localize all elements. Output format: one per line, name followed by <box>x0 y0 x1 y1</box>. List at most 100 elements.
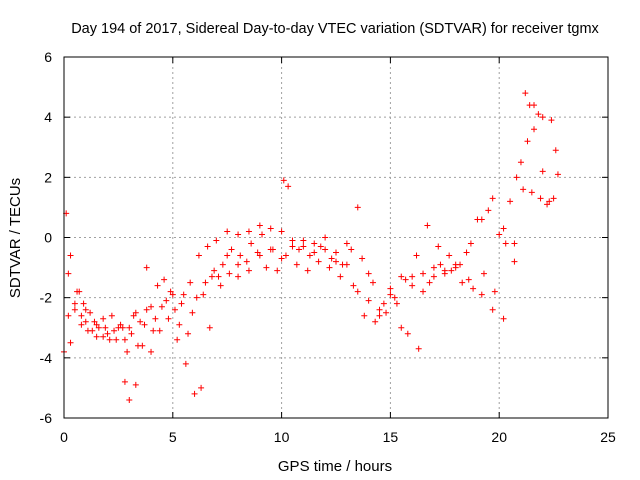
data-point <box>485 207 492 214</box>
y-tick-label: -4 <box>40 350 53 366</box>
data-point <box>420 270 427 277</box>
data-point <box>398 324 405 331</box>
data-point <box>65 312 72 319</box>
data-point <box>235 261 242 268</box>
data-point <box>219 261 226 268</box>
data-point <box>191 390 198 397</box>
data-point <box>84 327 91 334</box>
data-point <box>78 321 85 328</box>
x-tick-label: 0 <box>60 429 68 445</box>
data-point <box>393 300 400 307</box>
data-point <box>522 90 529 97</box>
series-track-a <box>61 126 557 355</box>
data-point <box>322 246 329 253</box>
x-tick-label: 15 <box>383 429 399 445</box>
data-point <box>215 273 222 280</box>
data-point <box>217 282 224 289</box>
data-point <box>121 378 128 385</box>
data-point <box>489 306 496 313</box>
data-point <box>156 327 163 334</box>
data-point <box>224 228 231 235</box>
data-point <box>478 291 485 298</box>
data-point <box>513 174 520 181</box>
data-point <box>254 249 261 256</box>
data-point <box>489 195 496 202</box>
data-point <box>176 321 183 328</box>
data-point <box>409 273 416 280</box>
data-point <box>278 228 285 235</box>
data-point <box>348 246 355 253</box>
data-point <box>274 267 281 274</box>
data-point <box>430 264 437 271</box>
data-point <box>415 345 422 352</box>
data-point <box>383 309 390 316</box>
data-point <box>100 315 107 322</box>
data-point <box>511 240 518 247</box>
data-point <box>178 300 185 307</box>
grid <box>64 57 608 418</box>
data-point <box>93 333 100 340</box>
data-point <box>354 204 361 211</box>
data-point <box>289 243 296 250</box>
x-tick-label: 20 <box>491 429 507 445</box>
data-point <box>206 324 213 331</box>
data-point <box>263 264 270 271</box>
data-point <box>91 318 98 325</box>
data-point <box>95 324 102 331</box>
data-point <box>333 258 339 265</box>
data-point <box>537 195 544 202</box>
data-point <box>520 186 527 193</box>
data-point <box>87 309 94 316</box>
data-point <box>108 312 115 319</box>
data-point <box>224 252 231 259</box>
data-point <box>121 336 128 343</box>
data-point <box>198 384 205 391</box>
data-point <box>82 306 89 313</box>
data-point <box>524 138 531 145</box>
data-point <box>126 324 133 331</box>
data-point <box>517 159 524 166</box>
data-point <box>280 177 287 184</box>
data-point <box>311 240 318 247</box>
data-point <box>404 330 411 337</box>
data-point <box>463 249 470 256</box>
data-point <box>174 336 181 343</box>
data-point <box>102 324 109 331</box>
data-point <box>113 336 120 343</box>
data-point <box>402 276 409 283</box>
data-point <box>237 252 244 259</box>
data-point <box>296 246 303 253</box>
data-point <box>267 225 274 232</box>
data-point <box>333 249 339 256</box>
data-point <box>544 201 551 208</box>
chart-title: Day 194 of 2017, Sidereal Day-to-day VTE… <box>71 21 599 37</box>
data-point <box>195 252 202 259</box>
data-point <box>369 279 376 286</box>
data-point <box>111 327 118 334</box>
data-point <box>185 330 192 337</box>
data-point <box>387 285 394 292</box>
data-point <box>413 252 420 259</box>
data-point <box>200 291 207 298</box>
data-point <box>248 240 255 247</box>
data-point <box>548 117 555 124</box>
y-tick-label: 2 <box>44 169 52 185</box>
data-point <box>67 339 74 346</box>
data-point <box>343 240 350 247</box>
data-point <box>165 315 172 322</box>
data-point <box>67 252 74 259</box>
data-point <box>465 276 472 283</box>
data-point <box>132 381 139 388</box>
data-point <box>80 300 87 307</box>
data-point <box>137 318 144 325</box>
x-tick-label: 5 <box>169 429 177 445</box>
data-point <box>293 261 300 268</box>
series-track-d <box>67 102 559 352</box>
data-point <box>132 309 139 316</box>
data-point <box>322 234 329 241</box>
data-point <box>134 342 141 349</box>
data-point <box>126 396 133 403</box>
data-point <box>245 228 252 235</box>
data-point <box>452 264 459 271</box>
